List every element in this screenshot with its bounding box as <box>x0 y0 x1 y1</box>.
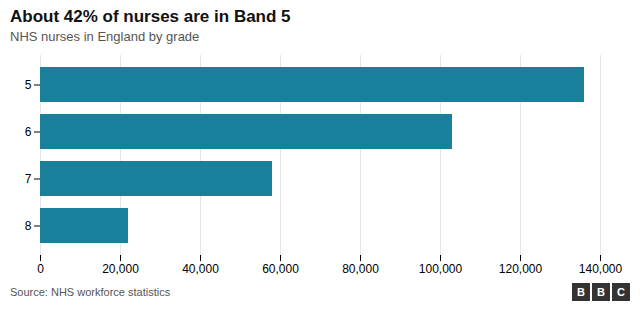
svg-text:5: 5 <box>25 78 32 92</box>
html-text:NHS nurses in England by grade: NHS nurses in England by grade <box>10 29 200 44</box>
svg-text:20,000: 20,000 <box>102 262 139 276</box>
svg-text:80,000: 80,000 <box>342 262 379 276</box>
svg-text:40,000: 40,000 <box>182 262 219 276</box>
svg-text:7: 7 <box>25 172 32 186</box>
svg-text:100,000: 100,000 <box>419 262 463 276</box>
html-text:Source: NHS workforce statisti: Source: NHS workforce statistics <box>10 286 171 298</box>
svg-text:60,000: 60,000 <box>262 262 299 276</box>
html-text:C: C <box>617 286 625 298</box>
svg-text:140,000: 140,000 <box>579 262 623 276</box>
svg-text:6: 6 <box>25 125 32 139</box>
html-text:B: B <box>597 286 605 298</box>
svg-text:120,000: 120,000 <box>499 262 543 276</box>
html-text:B: B <box>577 286 585 298</box>
svg-text:8: 8 <box>25 219 32 233</box>
svg-text:0: 0 <box>37 262 44 276</box>
html-text:About 42% of nurses are in Ban: About 42% of nurses are in Band 5 <box>10 7 291 26</box>
